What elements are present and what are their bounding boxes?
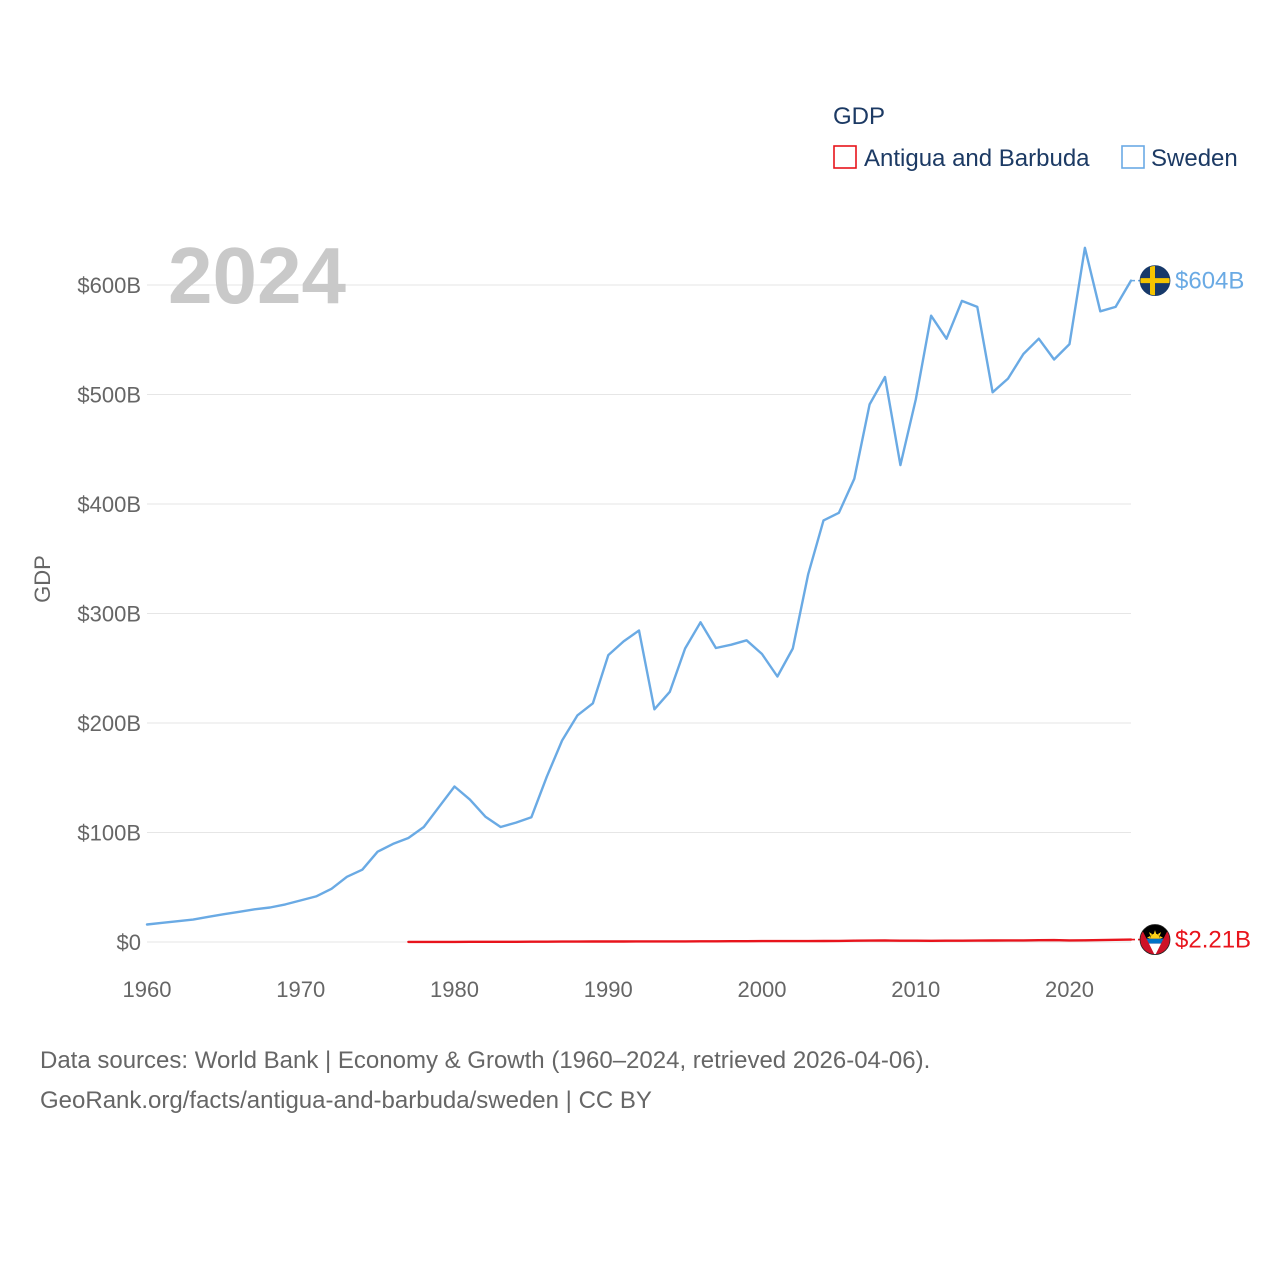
sweden-flag-icon xyxy=(1139,265,1171,297)
legend-swatch-sweden xyxy=(1121,145,1145,169)
gridlines xyxy=(147,284,1131,943)
x-tick-label: 2000 xyxy=(738,977,787,1002)
series-lines xyxy=(145,246,1141,944)
legend-label-sweden: Sweden xyxy=(1151,145,1238,172)
x-tick-label: 1960 xyxy=(123,977,172,1002)
end-value-label-sweden: $604B xyxy=(1175,268,1244,295)
x-axis-ticks: 1960 1970 1980 1990 2000 2010 2020 xyxy=(123,977,1094,1002)
series-line-sweden xyxy=(145,246,1133,926)
y-axis-title: GDP xyxy=(30,555,55,603)
series-line-antigua-and-barbuda xyxy=(407,938,1133,944)
x-tick-label: 1980 xyxy=(430,977,479,1002)
x-tick-label: 2010 xyxy=(891,977,940,1002)
legend-item-sweden: Sweden xyxy=(1121,145,1238,172)
year-watermark: 2024 xyxy=(168,231,346,320)
y-tick-label: $400B xyxy=(77,492,141,517)
y-tick-label: $0 xyxy=(117,930,141,955)
legend-title: GDP xyxy=(833,103,885,130)
y-axis-ticks: $0 $100B $200B $300B $400B $500B $600B xyxy=(77,273,141,955)
legend-item-antigua-and-barbuda: Antigua and Barbuda xyxy=(833,145,1090,172)
legend: GDP Antigua and Barbuda Sweden xyxy=(833,103,1238,172)
legend-label-antigua-and-barbuda: Antigua and Barbuda xyxy=(864,145,1090,172)
end-value-label-antigua-and-barbuda: $2.21B xyxy=(1175,927,1251,954)
antigua-and-barbuda-flag-icon xyxy=(1139,924,1171,955)
y-tick-label: $100B xyxy=(77,821,141,846)
y-tick-label: $600B xyxy=(77,273,141,298)
legend-swatch-antigua-and-barbuda xyxy=(833,145,857,169)
x-tick-label: 2020 xyxy=(1045,977,1094,1002)
x-tick-label: 1970 xyxy=(276,977,325,1002)
y-tick-label: $300B xyxy=(77,602,141,627)
footer-data-sources: Data sources: World Bank | Economy & Gro… xyxy=(40,1047,930,1074)
footer-attribution: GeoRank.org/facts/antigua-and-barbuda/sw… xyxy=(40,1087,652,1114)
y-tick-label: $500B xyxy=(77,383,141,408)
x-tick-label: 1990 xyxy=(584,977,633,1002)
y-tick-label: $200B xyxy=(77,711,141,736)
